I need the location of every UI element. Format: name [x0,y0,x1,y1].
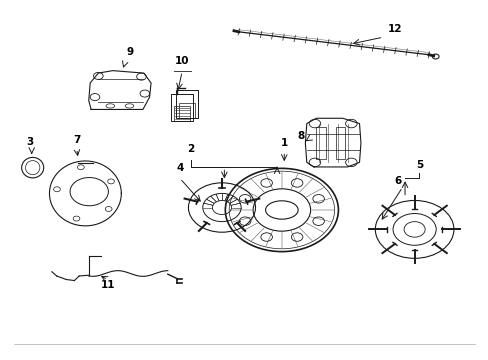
Text: 1: 1 [280,139,287,148]
Text: 3: 3 [27,137,34,147]
Text: 11: 11 [101,280,115,289]
Text: 4: 4 [176,163,183,173]
Text: 12: 12 [387,24,402,34]
Text: 6: 6 [393,176,401,185]
Text: 10: 10 [175,55,189,66]
Text: 2: 2 [187,144,194,154]
Text: 5: 5 [415,159,422,170]
Text: 7: 7 [73,135,81,145]
Text: 8: 8 [297,131,304,141]
Text: 9: 9 [126,48,134,58]
